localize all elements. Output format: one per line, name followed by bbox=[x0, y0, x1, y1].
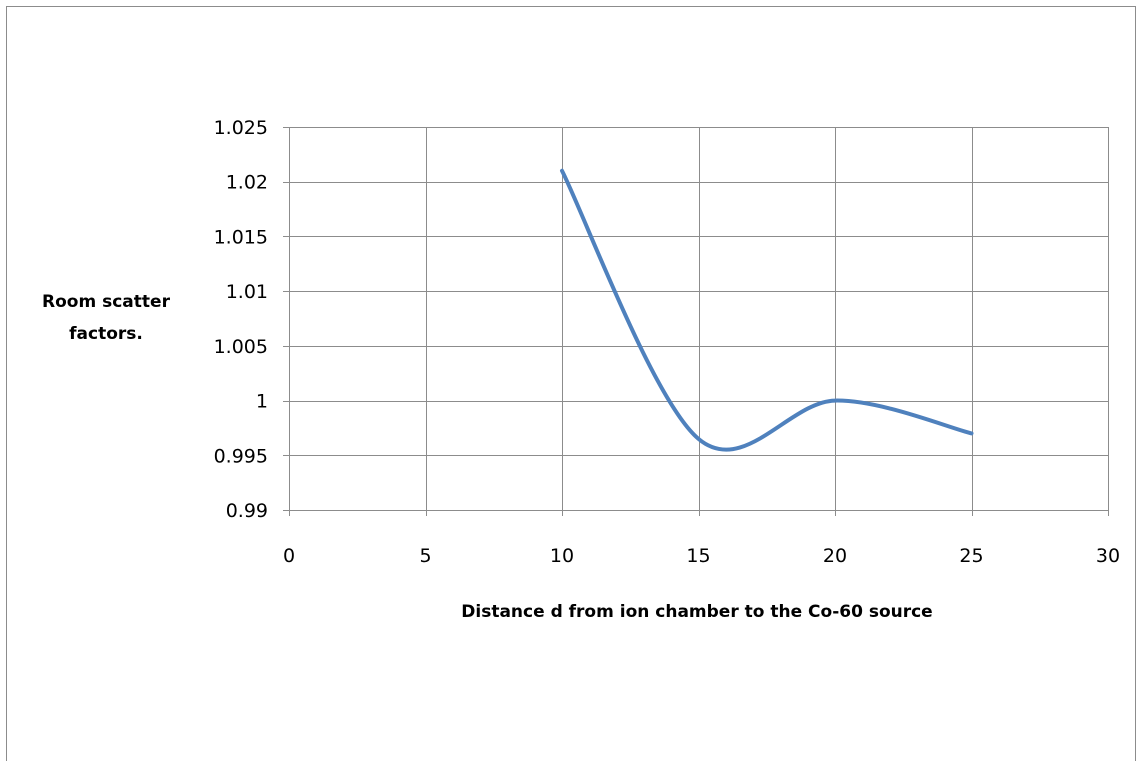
series-layer bbox=[560, 168, 974, 452]
y-tick-label: 1.025 bbox=[214, 117, 268, 139]
x-axis-tick-labels: 0 5 10 15 20 25 30 bbox=[283, 545, 1120, 567]
y-tick-label: 1.02 bbox=[226, 172, 268, 194]
y-tick-label: 1.015 bbox=[214, 226, 268, 248]
y-axis-title-line-2: factors. bbox=[69, 324, 143, 344]
y-tick-label: 1 bbox=[256, 391, 268, 413]
x-axis-title: Distance d from ion chamber to the Co-60… bbox=[461, 602, 932, 622]
x-tick-label: 15 bbox=[686, 545, 710, 567]
x-tick-label: 5 bbox=[419, 545, 431, 567]
y-tick-label: 1.005 bbox=[214, 336, 268, 358]
y-axis-title-line-1: Room scatter bbox=[42, 292, 171, 312]
chart-frame bbox=[6, 6, 1136, 761]
y-tick-label: 0.995 bbox=[214, 445, 268, 467]
x-tick-label: 25 bbox=[959, 545, 983, 567]
y-axis-tick-labels: 0.99 0.995 1 1.005 1.01 1.015 1.02 1.025 bbox=[214, 117, 268, 522]
x-tick-label: 20 bbox=[823, 545, 847, 567]
x-tick-label: 10 bbox=[550, 545, 574, 567]
y-tick-label: 1.01 bbox=[226, 281, 268, 303]
series-line bbox=[560, 168, 974, 452]
gridlines bbox=[283, 127, 1109, 516]
y-tick-label: 0.99 bbox=[226, 500, 268, 522]
x-tick-label: 30 bbox=[1096, 545, 1120, 567]
x-tick-label: 0 bbox=[283, 545, 295, 567]
